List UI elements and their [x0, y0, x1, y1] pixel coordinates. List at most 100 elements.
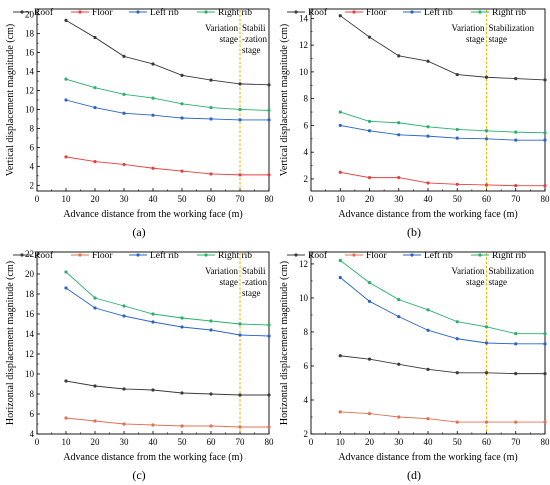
- data-point: [514, 130, 518, 134]
- legend-marker: [20, 10, 24, 14]
- data-point: [267, 83, 271, 87]
- data-point: [338, 110, 342, 114]
- data-point: [122, 92, 126, 96]
- series-line: [340, 111, 546, 134]
- chart-panel: 0 10 20 30 40 50 60 70 80 4 6 8 10 12 14 16 18 20 22 Advanc…: [5, 249, 274, 482]
- x-tick-label: 60: [207, 437, 217, 447]
- legend-marker: [410, 10, 414, 14]
- data-point: [338, 258, 342, 263]
- x-tick-label: 60: [482, 437, 492, 447]
- legend-marker: [204, 253, 208, 257]
- data-point: [267, 425, 271, 429]
- data-point: [209, 78, 213, 82]
- x-axis-label: Advance distance from the working face (…: [338, 452, 517, 463]
- series-line: [65, 380, 269, 396]
- y-tick-label: 2: [304, 429, 309, 439]
- data-point: [367, 357, 372, 361]
- data-point: [238, 322, 242, 326]
- x-tick-label: 10: [336, 194, 346, 204]
- data-point: [484, 341, 489, 345]
- y-axis-label: Vertical displacement magnitude (cm): [279, 24, 290, 176]
- data-point: [484, 137, 489, 141]
- y-tick-label: 2: [30, 180, 35, 190]
- x-tick-label: 80: [541, 437, 550, 447]
- legend-label: Left rib: [150, 250, 179, 261]
- chart-panel: 0 10 20 30 40 50 60 70 80 2 4 6 8 10 12 14 16 18 20 Advance…: [5, 7, 274, 239]
- data-point: [209, 117, 213, 121]
- legend-marker: [136, 253, 140, 257]
- legend-marker: [478, 253, 482, 257]
- legend-marker: [410, 253, 414, 257]
- x-tick-label: 0: [35, 437, 40, 447]
- y-axis-label: Horizontal displacement magnitude (cm): [5, 261, 16, 425]
- data-point: [267, 334, 271, 338]
- legend-marker: [136, 10, 140, 14]
- legend-marker: [294, 10, 298, 14]
- data-point: [426, 308, 430, 312]
- data-point: [93, 160, 97, 164]
- data-point: [426, 125, 430, 129]
- x-tick-label: 70: [511, 437, 521, 447]
- data-point: [151, 320, 155, 324]
- stage-label-variation: stage: [466, 34, 485, 44]
- stage-label-stabilization: -zation: [242, 277, 267, 287]
- x-tick-label: 20: [365, 437, 375, 447]
- series-line: [65, 156, 269, 176]
- data-point: [397, 121, 401, 125]
- data-point: [180, 73, 184, 77]
- data-point: [238, 333, 242, 337]
- series-line: [65, 271, 270, 326]
- data-point: [338, 170, 342, 174]
- data-point: [209, 328, 213, 332]
- y-tick-label: 10: [299, 67, 309, 77]
- x-tick-label: 10: [62, 194, 72, 204]
- data-point: [543, 342, 547, 346]
- data-point: [426, 328, 430, 332]
- data-point: [455, 136, 459, 140]
- y-tick-label: 14: [25, 329, 35, 339]
- data-point: [397, 133, 401, 137]
- data-point: [209, 105, 213, 110]
- x-tick-label: 20: [365, 194, 375, 204]
- legend-marker: [78, 253, 82, 257]
- data-point: [484, 183, 489, 187]
- data-point: [338, 123, 342, 128]
- data-point: [93, 105, 97, 110]
- x-tick-label: 40: [424, 437, 434, 447]
- data-point: [514, 372, 518, 376]
- data-point: [238, 118, 242, 122]
- x-tick-label: 20: [91, 194, 101, 204]
- data-point: [151, 96, 155, 100]
- y-axis-label: Vertical displacement magnitude (cm): [5, 24, 16, 176]
- data-point: [209, 424, 213, 428]
- data-point: [514, 76, 518, 81]
- data-point: [151, 113, 155, 117]
- data-point: [122, 304, 126, 308]
- chart-panel: 0 10 20 30 40 50 60 70 80 2 4 6 8 10 12 Advance distanc…: [279, 250, 550, 482]
- chart-panel: 0 10 20 30 40 50 60 70 80 2 4 6 8 10 12 14 Advance dista…: [279, 7, 550, 239]
- stage-label-stabilization: Stabili: [242, 23, 266, 33]
- series-line: [65, 287, 270, 337]
- x-tick-label: 80: [265, 194, 275, 204]
- legend-label: Right rib: [492, 251, 526, 261]
- legend-label: Floor: [366, 8, 387, 18]
- y-tick-label: 8: [30, 389, 35, 399]
- legend-marker: [204, 10, 208, 14]
- data-point: [338, 354, 342, 358]
- legend-label: Left rib: [150, 7, 179, 18]
- x-axis-label: Advance distance from the working face (…: [63, 209, 242, 220]
- legend-label: Right rib: [218, 251, 252, 261]
- data-point: [64, 379, 68, 383]
- y-tick-label: 12: [299, 40, 308, 50]
- legend-marker: [20, 253, 24, 257]
- series-line: [340, 124, 545, 141]
- data-point: [93, 86, 97, 90]
- legend-label: Roof: [308, 7, 328, 18]
- x-tick-label: 50: [453, 437, 463, 447]
- series-line: [65, 19, 270, 86]
- data-point: [338, 14, 342, 18]
- y-tick-label: 12: [25, 86, 34, 96]
- x-tick-label: 60: [482, 194, 492, 204]
- y-tick-label: 20: [25, 10, 35, 20]
- y-tick-label: 12: [299, 259, 308, 269]
